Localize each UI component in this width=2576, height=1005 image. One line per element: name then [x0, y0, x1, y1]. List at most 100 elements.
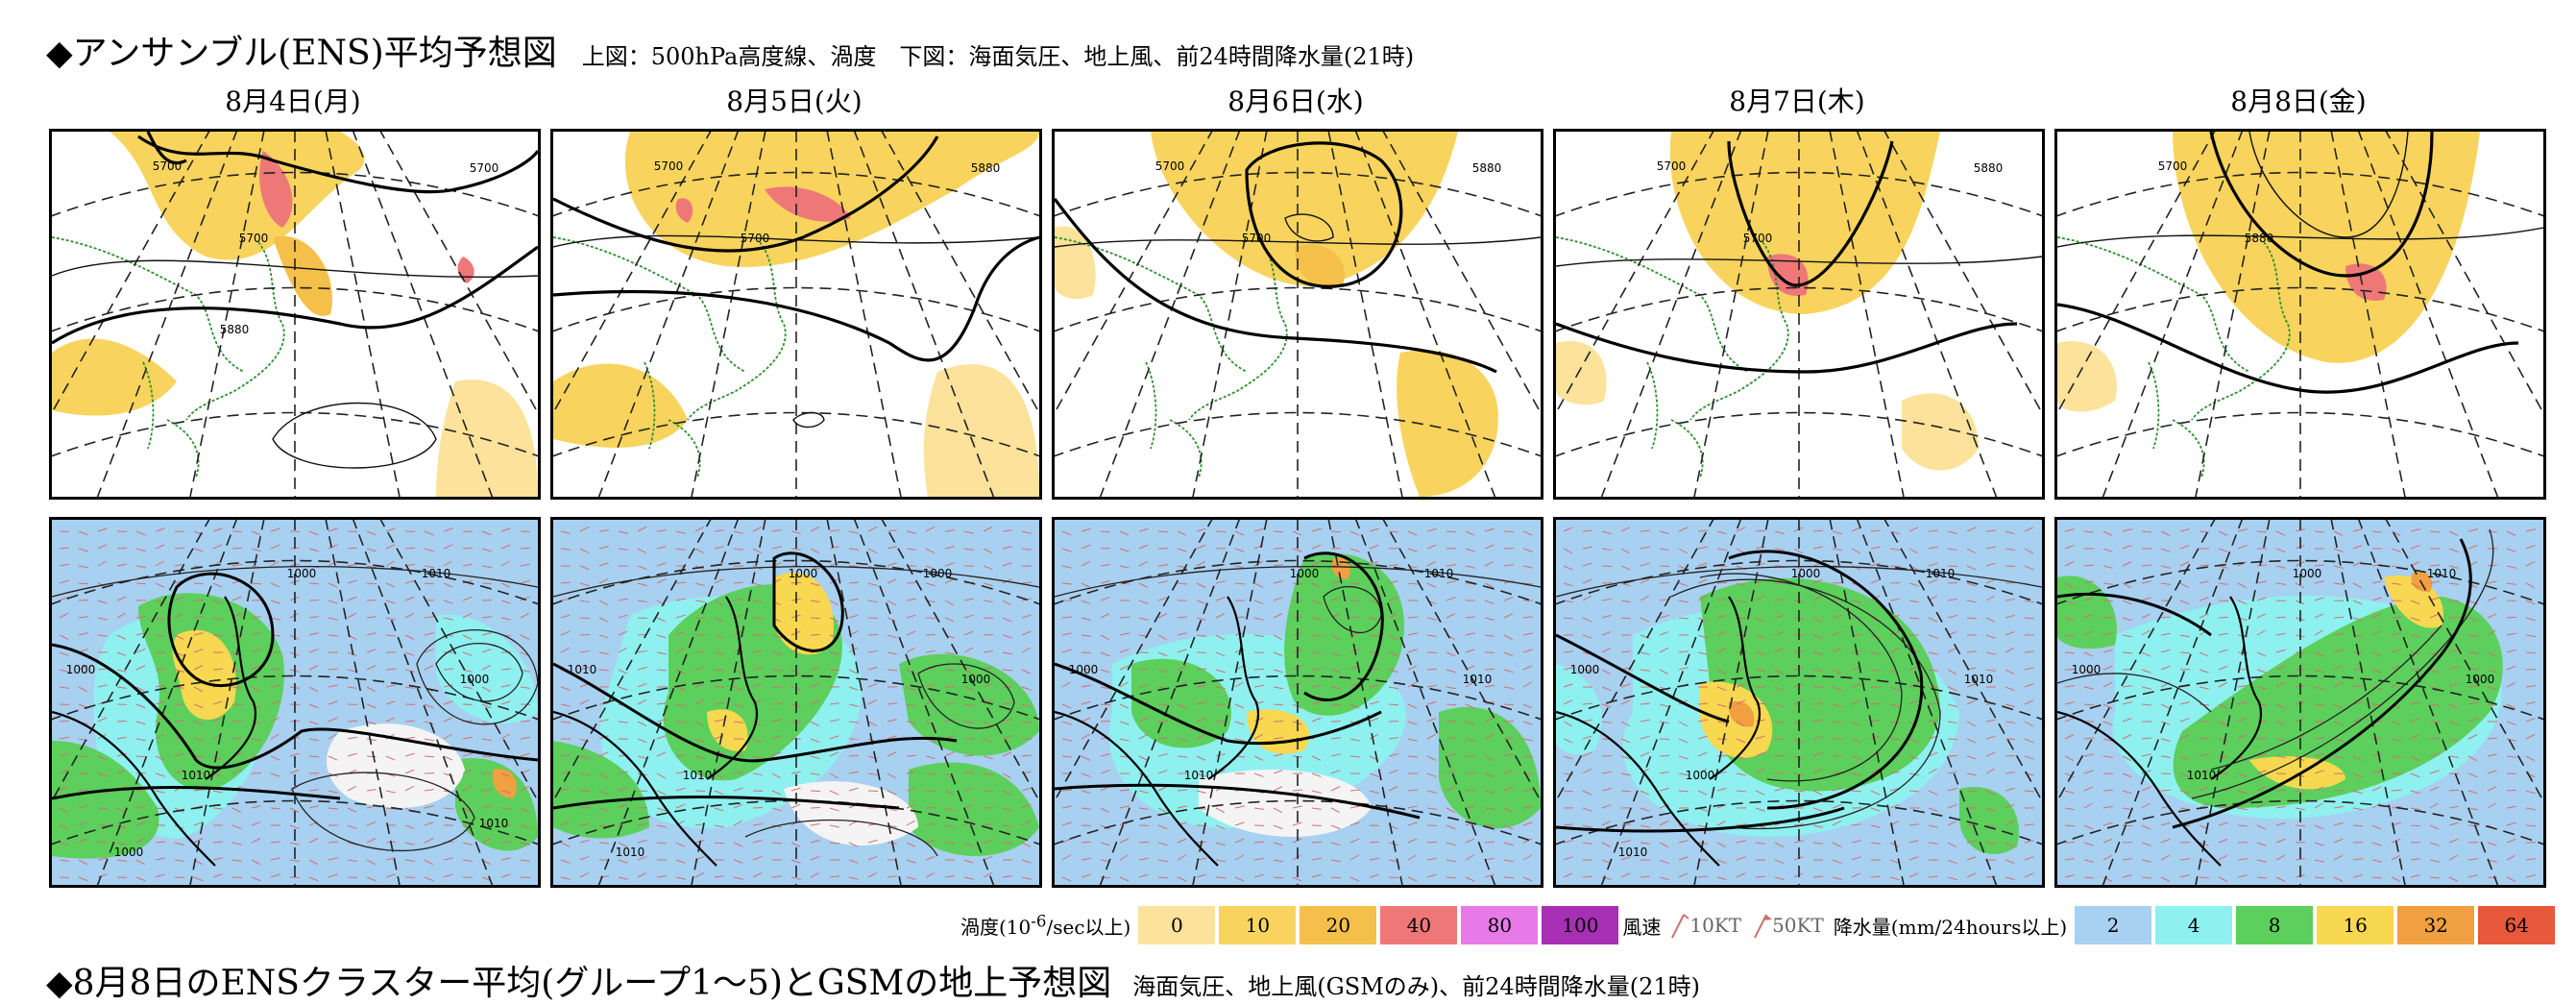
wind-barb [309, 583, 319, 584]
wind-barb [2161, 617, 2171, 618]
wind-barb [811, 634, 820, 635]
wind-barb [2161, 790, 2171, 791]
wind-barb [194, 583, 204, 584]
isobar-value-label: 1010 [1424, 567, 1454, 580]
precip-swatch-8: 8 [2236, 906, 2313, 944]
wind-barb [1717, 739, 1727, 740]
contour-value-label: 5880 [220, 323, 250, 336]
wind-barb [1312, 669, 1322, 670]
wind-barb [1197, 669, 1206, 670]
wind-barb [1660, 755, 1669, 756]
wind-barb [753, 791, 763, 792]
isobar-value-label: 1010 [1618, 846, 1648, 859]
wind-barb [367, 756, 377, 757]
wind-barb [1274, 531, 1283, 532]
isobar-value-label: 1010 [683, 769, 713, 782]
title-subtitle: 上図：500hPa高度線、渦度 下図：海面気圧、地上風、前24時間降水量(21時… [582, 43, 1414, 70]
wind-barb [405, 548, 415, 549]
height-contour [273, 404, 436, 469]
wind-barb [984, 791, 993, 792]
vorticity-area [924, 364, 1039, 497]
vorticity-swatch-20: 20 [1300, 906, 1376, 944]
wind-barb [926, 618, 936, 619]
wind-barb [175, 548, 184, 549]
isobar-value-label: 1000 [287, 567, 317, 580]
wind-barb [1833, 739, 1842, 740]
wind-barb [60, 548, 69, 549]
wind-barb [580, 634, 590, 635]
contour-value-label: 5700 [1743, 232, 1773, 245]
wind-barb [1101, 704, 1110, 705]
isobar-value-label: 1010 [1463, 673, 1493, 686]
wind-barb [405, 721, 415, 722]
wind-barb [2353, 825, 2363, 826]
wind-barb [2334, 790, 2344, 791]
contour-value-label: 5700 [1657, 159, 1687, 173]
map-legend: 渦度(10-6/sec以上) 0 10 20 40 80 100 風速 10KT… [960, 905, 2559, 945]
wind-barb [2507, 617, 2516, 618]
contour-value-label: 5880 [2245, 232, 2274, 245]
wind-barb-10kt-icon [1668, 911, 1689, 940]
vorticity-area [1902, 393, 1979, 470]
isobar-value-label: 1010 [616, 846, 645, 859]
wind-barb [1312, 842, 1322, 843]
wind-barb [811, 791, 820, 792]
contour-value-label: 5700 [153, 159, 182, 173]
wind-barb [1890, 582, 1900, 583]
wind-barb [1660, 566, 1669, 567]
isobar-value-label: 1010 [479, 817, 509, 830]
vorticity-swatch-40: 40 [1380, 906, 1457, 944]
wind-barb [2526, 825, 2536, 826]
isobar-value-label: 1000 [460, 673, 490, 686]
wind-barb [2468, 652, 2478, 653]
page-title: ◆アンサンブル(ENS)平均予想図上図：500hPa高度線、渦度 下図：海面気圧… [46, 25, 1414, 75]
wind-barb [1717, 755, 1727, 756]
vorticity-area [2173, 132, 2480, 363]
contour-value-label: 5700 [239, 232, 269, 245]
wind-barb [926, 807, 936, 808]
wind-barb [232, 721, 242, 722]
wind-barb [348, 548, 357, 549]
wind-barb [2005, 566, 2015, 567]
wind-barb [2392, 617, 2401, 618]
wind-barb [2296, 825, 2305, 826]
precip-swatch-64: 64 [2478, 906, 2555, 944]
wind-barb [2334, 617, 2344, 618]
wind-barb [1485, 842, 1495, 843]
wind-barb [868, 634, 878, 635]
isobar-value-label: 1000 [923, 567, 953, 580]
wind-barb [79, 583, 88, 584]
wind-barb [521, 721, 530, 722]
wind-barb [2065, 825, 2075, 826]
wind-barb [1948, 755, 1957, 756]
wind-barb [984, 807, 993, 808]
wind-barb [695, 791, 705, 792]
wind-barb [2103, 617, 2113, 618]
wind-barb [1216, 704, 1226, 705]
contour-value-label: 5700 [470, 161, 499, 175]
isobar-value-label: 1000 [961, 673, 991, 686]
wind-barb [2065, 652, 2075, 653]
precip-legend-label: 降水量(mm/24hours以上) [1834, 912, 2067, 940]
isobar-value-label: 1010 [568, 663, 597, 676]
vorticity-swatch-100: 100 [1542, 906, 1618, 944]
precip-swatch-4: 4 [2155, 906, 2232, 944]
wind-barb [1833, 582, 1842, 583]
wind-barb [1446, 877, 1456, 878]
wind-barb [926, 791, 936, 792]
wind-barb [2005, 582, 2015, 583]
date-label-4: 8月7日(木) [1553, 81, 2041, 119]
wind-barb [117, 721, 127, 722]
wind-barb [2507, 790, 2516, 791]
wind-barb [1158, 531, 1168, 532]
date-label-2: 8月5日(火) [550, 81, 1038, 119]
wind-barb [753, 618, 763, 619]
isobar-value-label: 1010 [1184, 769, 1214, 782]
wind-barb [2411, 825, 2420, 826]
wind-barb [309, 756, 319, 757]
wind-barb [1602, 582, 1612, 583]
